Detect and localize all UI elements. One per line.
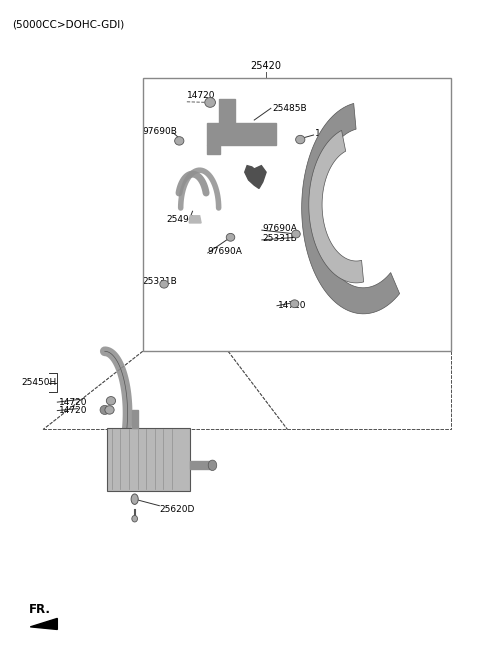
Text: 97690A: 97690A <box>263 224 298 233</box>
Ellipse shape <box>100 405 109 415</box>
PathPatch shape <box>301 103 400 314</box>
Text: (5000CC>DOHC-GDI): (5000CC>DOHC-GDI) <box>12 19 124 29</box>
Polygon shape <box>245 166 266 189</box>
Text: 25331B: 25331B <box>263 234 298 243</box>
Text: 25494: 25494 <box>167 215 195 224</box>
Polygon shape <box>30 618 57 629</box>
Ellipse shape <box>131 494 138 505</box>
Ellipse shape <box>205 97 216 107</box>
Ellipse shape <box>160 281 168 288</box>
Text: 14720: 14720 <box>315 129 344 138</box>
Text: 14720: 14720 <box>59 406 87 415</box>
Text: 14720: 14720 <box>278 301 306 310</box>
Text: 25420: 25420 <box>251 60 282 70</box>
Text: FR.: FR. <box>29 603 51 616</box>
Ellipse shape <box>296 135 305 144</box>
Text: 25450H: 25450H <box>22 378 57 387</box>
Text: 14720: 14720 <box>187 91 216 101</box>
Ellipse shape <box>292 230 300 238</box>
Polygon shape <box>190 461 212 469</box>
Ellipse shape <box>208 460 217 470</box>
Ellipse shape <box>175 137 184 145</box>
Ellipse shape <box>105 405 114 414</box>
Polygon shape <box>207 123 276 145</box>
PathPatch shape <box>309 130 364 283</box>
Ellipse shape <box>132 516 137 522</box>
Polygon shape <box>132 410 138 428</box>
Ellipse shape <box>290 300 299 307</box>
Ellipse shape <box>107 397 116 405</box>
Bar <box>143 78 451 351</box>
Text: 97690B: 97690B <box>143 127 178 136</box>
Text: 25331B: 25331B <box>143 277 178 286</box>
Polygon shape <box>207 145 220 154</box>
Polygon shape <box>189 215 201 223</box>
Text: 14720: 14720 <box>59 397 87 407</box>
Ellipse shape <box>226 233 235 241</box>
Bar <box>107 428 190 491</box>
Polygon shape <box>219 99 235 124</box>
Text: 25620D: 25620D <box>159 505 195 514</box>
Text: 97690A: 97690A <box>208 247 242 256</box>
Text: 25485B: 25485B <box>272 104 307 113</box>
